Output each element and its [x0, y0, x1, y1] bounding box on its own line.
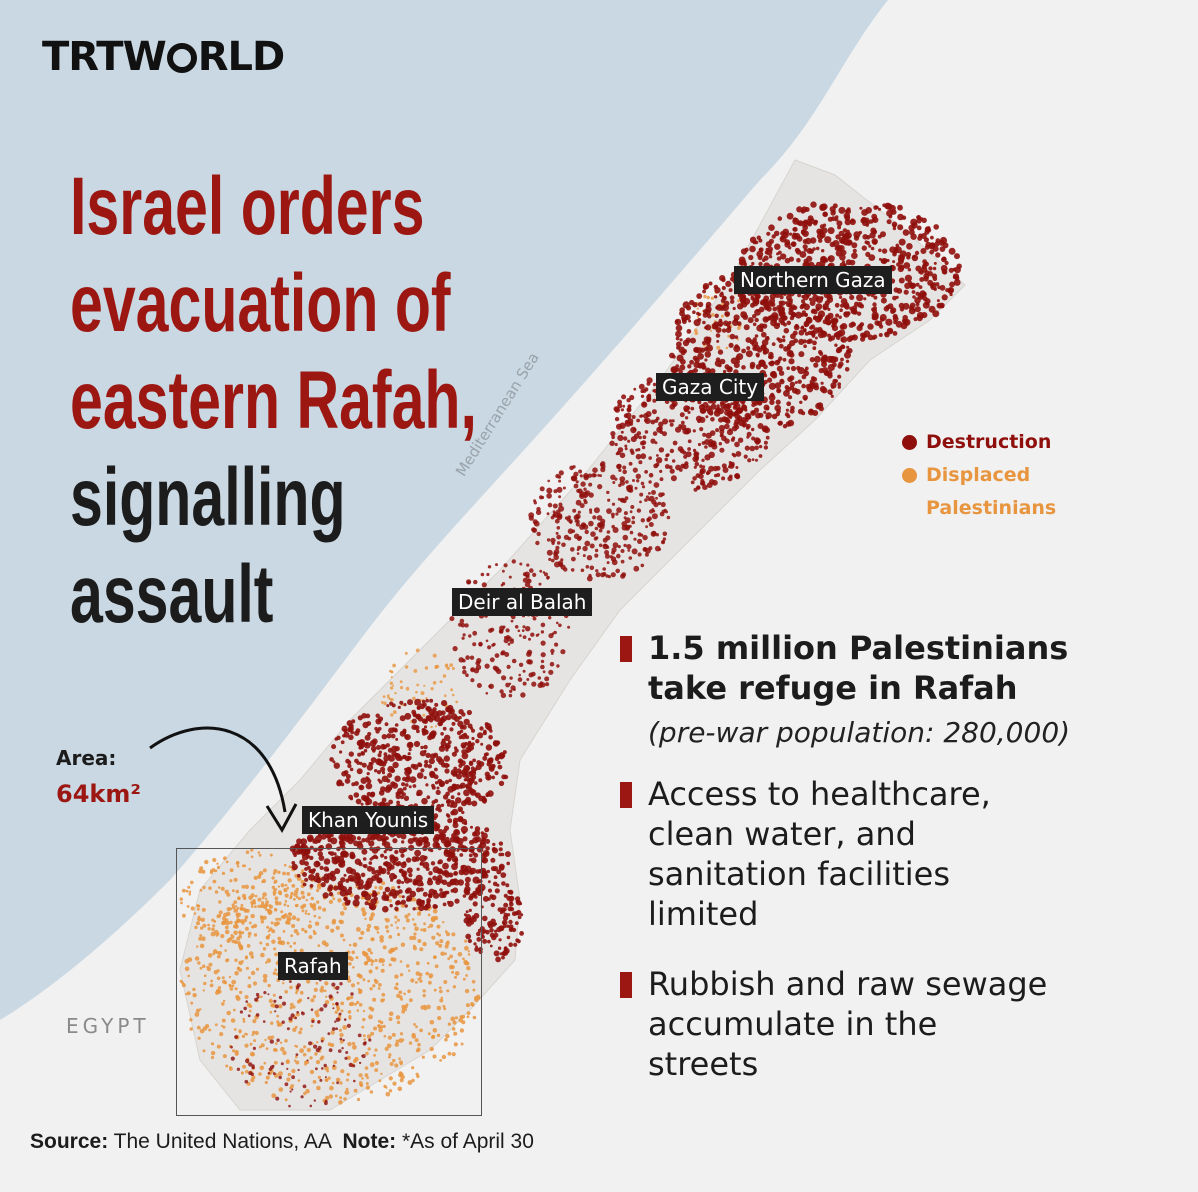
fact-sewage-line-2: accumulate in the [648, 1005, 938, 1043]
fact-refuge-line-2: take refuge in Rafah [648, 669, 1018, 707]
displaced-palestinians-dots [179, 290, 744, 1105]
key-facts: 1.5 million Palestinians take refuge in … [620, 628, 1180, 1084]
map-legend: Destruction Displaced Palestinians [902, 426, 1056, 525]
rafah-area-box [176, 848, 482, 1116]
fact-sewage-line-3: streets [648, 1045, 759, 1083]
fact-bullet-bar [620, 636, 632, 662]
trt-world-logo: TRTW RLD [42, 34, 285, 80]
legend-displaced: Displaced [902, 459, 1056, 492]
fact-refuge-line-1: 1.5 million Palestinians [648, 629, 1069, 667]
legend-displaced-label-1: Displaced [926, 464, 1031, 486]
headline-line-1: Israel orders [70, 161, 425, 252]
fact-access-line-1: Access to healthcare, [648, 775, 991, 813]
headline-line-4: signalling [70, 452, 346, 543]
legend-displaced-label-2: Palestinians [926, 497, 1057, 519]
place-label-gaza-city: Gaza City [656, 373, 765, 401]
note-text: *As of April 30 [401, 1130, 534, 1153]
headline: Israel orders evacuation of eastern Rafa… [70, 158, 477, 643]
place-label-rafah: Rafah [278, 952, 348, 980]
fact-sewage-line-1: Rubbish and raw sewage [648, 965, 1048, 1003]
displaced-dot-icon [902, 468, 917, 483]
area-arrow-head [265, 803, 298, 833]
fact-bullet-bar [620, 782, 632, 808]
source-label: Source: [30, 1130, 109, 1153]
destruction-dot-icon [902, 435, 917, 450]
source-text: The United Nations, AA [113, 1130, 331, 1153]
legend-destruction-label: Destruction [926, 431, 1052, 453]
area-arrow [149, 726, 287, 813]
fact-access: Access to healthcare, clean water, and s… [620, 774, 1180, 934]
note-label: Note: [342, 1130, 397, 1153]
legend-destruction: Destruction [902, 426, 1056, 459]
area-label: Area: [56, 746, 117, 770]
fact-refuge: 1.5 million Palestinians take refuge in … [620, 628, 1180, 752]
logo-text-left: TRTW [42, 34, 167, 80]
source-note: Source: The United Nations, AA Note: *As… [30, 1130, 534, 1154]
egypt-label: EGYPT [66, 1014, 150, 1038]
fact-refuge-note: (pre-war population: 280,000) [648, 716, 1071, 749]
logo-text-right: RLD [197, 34, 285, 80]
place-label-deir-al-balah: Deir al Balah [452, 588, 593, 616]
logo-ring-icon [166, 43, 197, 73]
area-value: 64km² [56, 780, 141, 808]
fact-access-line-4: limited [648, 895, 759, 933]
fact-access-line-2: clean water, and [648, 815, 916, 853]
place-label-khan-younis: Khan Younis [302, 806, 435, 834]
mediterranean-sea [0, 0, 888, 1020]
place-label-northern-gaza: Northern Gaza [734, 266, 892, 294]
fact-access-line-3: sanitation facilities [648, 855, 951, 893]
headline-line-5: assault [70, 549, 274, 640]
headline-line-3: eastern Rafah, [70, 355, 477, 446]
headline-line-2: evacuation of [70, 258, 451, 349]
fact-bullet-bar [620, 972, 632, 998]
fact-sewage: Rubbish and raw sewage accumulate in the… [620, 964, 1180, 1084]
